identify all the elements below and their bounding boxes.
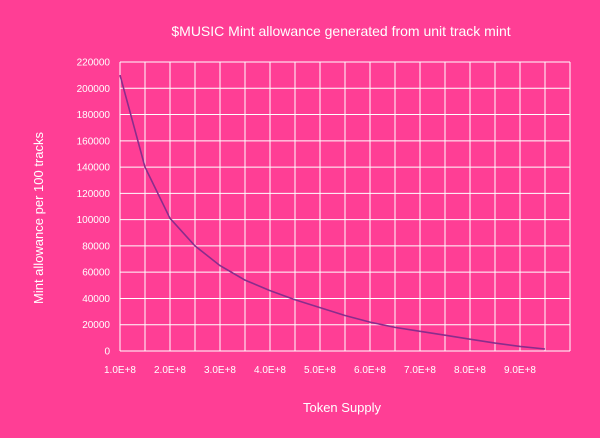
x-tick-label: 6.0E+8 bbox=[354, 365, 386, 376]
y-tick-label: 80000 bbox=[82, 241, 110, 252]
y-tick-label: 220000 bbox=[77, 58, 111, 69]
y-tick-label: 200000 bbox=[77, 84, 111, 95]
y-tick-label: 100000 bbox=[77, 215, 111, 226]
y-tick-label: 40000 bbox=[82, 294, 110, 305]
y-tick-label: 20000 bbox=[82, 320, 110, 331]
y-tick-label: 180000 bbox=[77, 110, 111, 121]
x-tick-label: 1.0E+8 bbox=[104, 365, 136, 376]
y-tick-label: 120000 bbox=[77, 189, 111, 200]
x-tick-label: 5.0E+8 bbox=[304, 365, 336, 376]
series-line bbox=[119, 74, 546, 350]
x-axis-title: Token Supply bbox=[303, 400, 382, 415]
x-tick-label: 8.0E+8 bbox=[454, 365, 486, 376]
y-axis-ticks: 0 20000 40000 60000 80000 100000 120000 140000 1… bbox=[77, 58, 111, 358]
x-axis-ticks: 1.0E+8 2.0E+8 3.0E+8 4.0E+8 5.0E+8 6.0E+8 7.0E… bbox=[104, 365, 536, 376]
y-axis-title: Mint allowance per 100 tracks bbox=[31, 132, 46, 304]
x-tick-label: 9.0E+8 bbox=[504, 365, 536, 376]
x-tick-label: 2.0E+8 bbox=[154, 365, 186, 376]
x-tick-label: 7.0E+8 bbox=[404, 365, 436, 376]
chart-title: $MUSIC Mint allowance generated from uni… bbox=[171, 23, 510, 39]
x-tick-label: 4.0E+8 bbox=[254, 365, 286, 376]
x-tick-label: 3.0E+8 bbox=[204, 365, 236, 376]
y-tick-label: 0 bbox=[104, 347, 110, 358]
y-tick-label: 60000 bbox=[82, 268, 110, 279]
y-tick-label: 160000 bbox=[77, 136, 111, 147]
grid bbox=[119, 61, 571, 352]
y-tick-label: 140000 bbox=[77, 163, 111, 174]
